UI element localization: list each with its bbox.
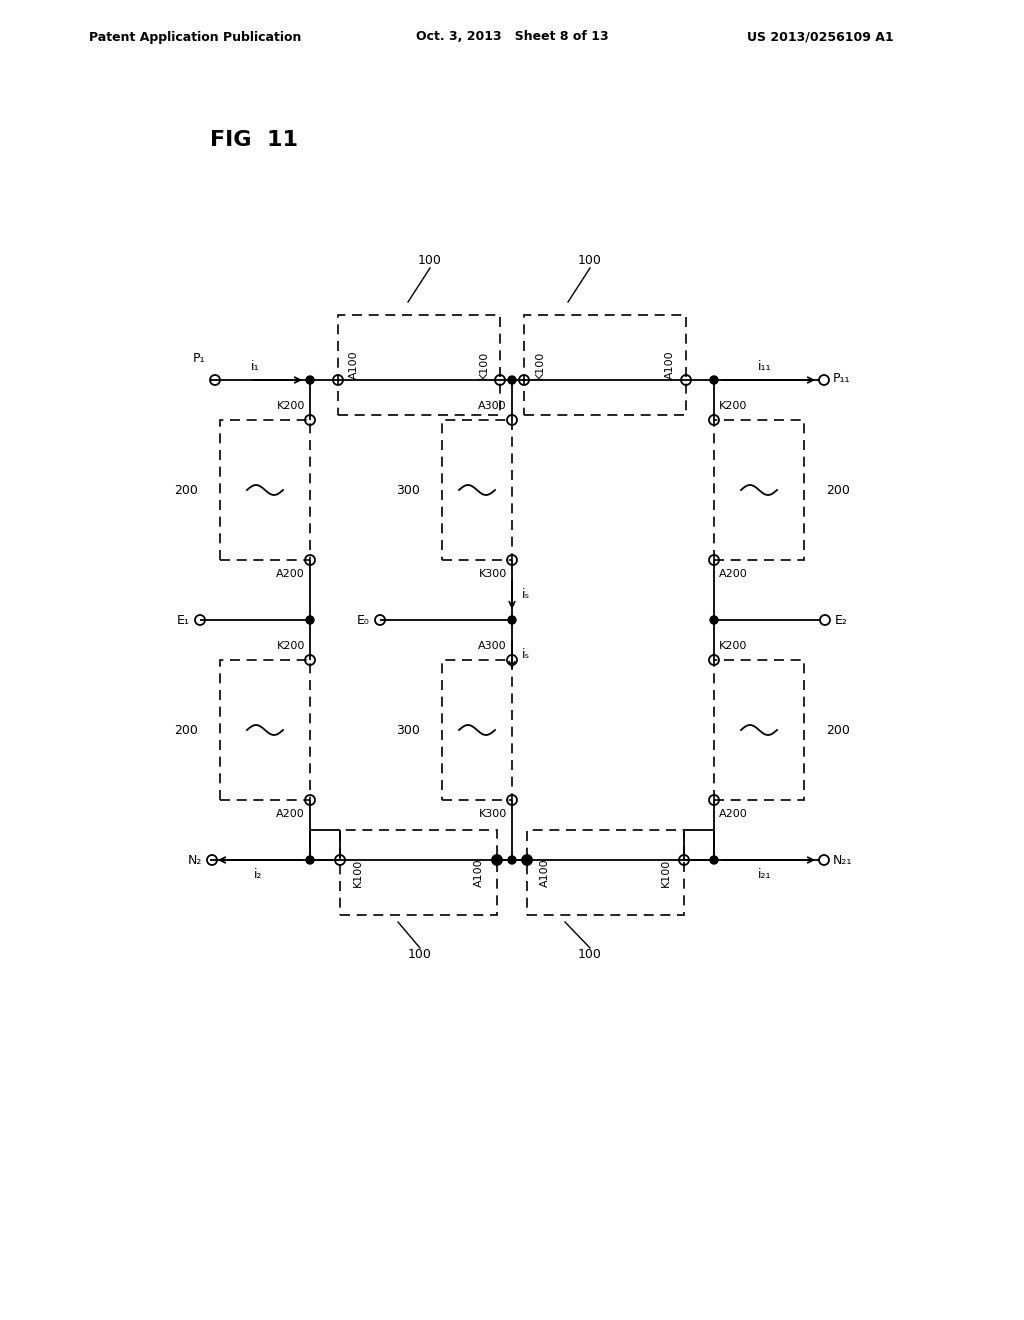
Text: A100: A100 bbox=[665, 351, 675, 379]
Text: K100: K100 bbox=[353, 858, 362, 887]
Text: 200: 200 bbox=[174, 723, 198, 737]
Text: 200: 200 bbox=[826, 723, 850, 737]
Text: K200: K200 bbox=[719, 642, 748, 651]
Text: K100: K100 bbox=[662, 858, 671, 887]
Bar bbox=[220, 420, 310, 560]
Text: E₀: E₀ bbox=[357, 614, 370, 627]
Circle shape bbox=[508, 855, 516, 865]
Text: K100: K100 bbox=[479, 351, 489, 379]
Circle shape bbox=[493, 855, 501, 865]
Text: A200: A200 bbox=[276, 569, 305, 579]
Bar bbox=[442, 660, 512, 800]
Circle shape bbox=[508, 376, 516, 384]
Text: i₂₁: i₂₁ bbox=[758, 869, 772, 882]
Text: K300: K300 bbox=[479, 809, 507, 818]
Text: 100: 100 bbox=[579, 949, 602, 961]
Text: Patent Application Publication: Patent Application Publication bbox=[89, 30, 301, 44]
Text: P₁₁: P₁₁ bbox=[833, 371, 851, 384]
Text: P₁: P₁ bbox=[193, 352, 205, 366]
Text: i₂: i₂ bbox=[254, 869, 262, 882]
Circle shape bbox=[508, 616, 516, 624]
Text: A100: A100 bbox=[474, 858, 484, 887]
Text: iₛ: iₛ bbox=[522, 589, 530, 602]
Text: 100: 100 bbox=[579, 253, 602, 267]
Text: A200: A200 bbox=[276, 809, 305, 818]
Text: A200: A200 bbox=[719, 809, 748, 818]
Text: 300: 300 bbox=[396, 483, 420, 496]
Text: i₁₁: i₁₁ bbox=[758, 359, 772, 372]
Bar bbox=[338, 315, 500, 414]
Text: A300: A300 bbox=[478, 401, 507, 411]
Text: K100: K100 bbox=[535, 351, 545, 379]
Text: 200: 200 bbox=[174, 483, 198, 496]
Text: 200: 200 bbox=[826, 483, 850, 496]
Text: E₁: E₁ bbox=[177, 614, 190, 627]
Bar bbox=[714, 660, 804, 800]
Text: iₛ: iₛ bbox=[522, 648, 530, 661]
Circle shape bbox=[523, 855, 531, 865]
Text: E₂: E₂ bbox=[835, 614, 848, 627]
Text: i₁: i₁ bbox=[251, 359, 259, 372]
Text: 100: 100 bbox=[418, 253, 442, 267]
Bar bbox=[527, 830, 684, 915]
Text: K200: K200 bbox=[276, 401, 305, 411]
Text: Oct. 3, 2013   Sheet 8 of 13: Oct. 3, 2013 Sheet 8 of 13 bbox=[416, 30, 608, 44]
Text: 100: 100 bbox=[408, 949, 432, 961]
Text: K200: K200 bbox=[276, 642, 305, 651]
Text: US 2013/0256109 A1: US 2013/0256109 A1 bbox=[746, 30, 893, 44]
Text: A100: A100 bbox=[349, 351, 359, 379]
Bar bbox=[220, 660, 310, 800]
Bar bbox=[442, 420, 512, 560]
Text: A300: A300 bbox=[478, 642, 507, 651]
Text: N₂₁: N₂₁ bbox=[833, 854, 852, 866]
Bar bbox=[524, 315, 686, 414]
Bar bbox=[714, 420, 804, 560]
Circle shape bbox=[710, 855, 718, 865]
Bar bbox=[340, 830, 497, 915]
Text: K300: K300 bbox=[479, 569, 507, 579]
Text: A100: A100 bbox=[540, 858, 550, 887]
Circle shape bbox=[306, 855, 314, 865]
Text: K200: K200 bbox=[719, 401, 748, 411]
Text: FIG  11: FIG 11 bbox=[210, 129, 298, 150]
Text: A200: A200 bbox=[719, 569, 748, 579]
Circle shape bbox=[710, 376, 718, 384]
Text: 300: 300 bbox=[396, 723, 420, 737]
Circle shape bbox=[710, 616, 718, 624]
Text: N₂: N₂ bbox=[187, 854, 202, 866]
Circle shape bbox=[306, 376, 314, 384]
Circle shape bbox=[306, 616, 314, 624]
